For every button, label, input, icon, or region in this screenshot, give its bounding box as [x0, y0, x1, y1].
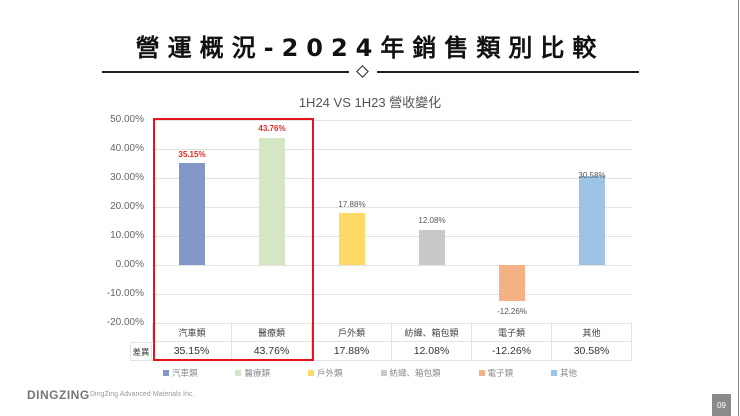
gridline	[152, 294, 632, 295]
slide-edge-line	[738, 0, 739, 416]
bar-outdoor	[339, 213, 365, 265]
bar-car	[179, 163, 205, 265]
legend-label: 電子類	[487, 369, 514, 379]
y-tick: 50.00%	[110, 114, 144, 125]
table-header-cell: 醫療類	[232, 323, 312, 342]
data-label-outdoor: 17.88%	[338, 200, 366, 209]
data-label-textile: 12.08%	[418, 216, 446, 225]
legend-swatch	[380, 370, 387, 376]
company-logo: DINGZING	[27, 388, 90, 402]
title-divider-left	[102, 71, 349, 73]
legend-swatch	[162, 370, 169, 376]
y-tick: 40.00%	[110, 143, 144, 154]
bar-electronics	[499, 265, 525, 301]
legend-item-textile: 紡織、箱包類	[380, 367, 441, 379]
bar-textile	[419, 230, 445, 265]
gridline	[152, 236, 632, 237]
y-tick: 0.00%	[115, 259, 144, 270]
legend-label: 其他	[560, 369, 578, 379]
table-value-cell: 12.08%	[392, 342, 472, 361]
table-value-cell: 17.88%	[312, 342, 392, 361]
table-header-cell: 其他	[552, 323, 632, 342]
y-tick: 20.00%	[110, 201, 144, 212]
legend-swatch	[478, 370, 485, 376]
y-tick: -10.00%	[106, 288, 144, 299]
gridline	[152, 120, 632, 121]
y-tick: 10.00%	[110, 230, 144, 241]
company-name: DingZing Advanced Materials Inc.	[90, 391, 195, 398]
data-label-medical: 43.76%	[258, 124, 286, 133]
legend-item-electronics: 電子類	[478, 367, 514, 379]
table-header-cell: 戶外類	[312, 323, 392, 342]
legend-item-car: 汽車類	[162, 367, 198, 379]
chart-title: 1H24 VS 1H23 營收變化	[298, 95, 442, 110]
gridline	[152, 178, 632, 179]
legend-swatch	[235, 370, 242, 376]
legend-label: 汽車類	[171, 369, 198, 379]
legend-label: 紡織、箱包類	[389, 369, 441, 379]
diamond-icon	[356, 65, 369, 78]
gridline	[152, 207, 632, 208]
slide-title: 營運概況-2024年銷售類別比較	[135, 34, 605, 62]
table-top-border	[152, 323, 632, 324]
table-header-cell: 紡織、箱包類	[392, 323, 472, 342]
legend-swatch	[551, 370, 558, 376]
table-header-cell: 汽車類	[152, 323, 232, 342]
table-value-cell: 30.58%	[552, 342, 632, 361]
bar-medical	[259, 138, 285, 265]
chart-legend: 汽車類 醫療類 戶外類 紡織、箱包類 電子類 其他	[0, 367, 740, 379]
legend-swatch	[307, 370, 314, 376]
y-tick: 30.00%	[110, 172, 144, 183]
highlight-box	[153, 118, 314, 361]
gridline-zero	[152, 265, 632, 266]
data-label-car: 35.15%	[178, 150, 206, 159]
table-value-cell: -12.26%	[472, 342, 552, 361]
legend-label: 醫療類	[244, 369, 270, 379]
legend-item-other: 其他	[551, 367, 577, 379]
data-label-other: 30.58%	[578, 171, 606, 180]
table-header-cell: 電子類	[472, 323, 552, 342]
gridline	[152, 149, 632, 150]
y-tick: -20.00%	[106, 317, 144, 328]
data-label-electronics: -12.26%	[497, 307, 527, 316]
bar-other	[579, 176, 605, 265]
legend-item-medical: 醫療類	[235, 367, 270, 379]
legend-label: 戶外類	[316, 369, 343, 379]
title-divider-right	[377, 71, 639, 73]
legend-item-outdoor: 戶外類	[307, 367, 343, 379]
page-number: 09	[712, 394, 731, 416]
table-row-label: 差異	[130, 342, 152, 361]
